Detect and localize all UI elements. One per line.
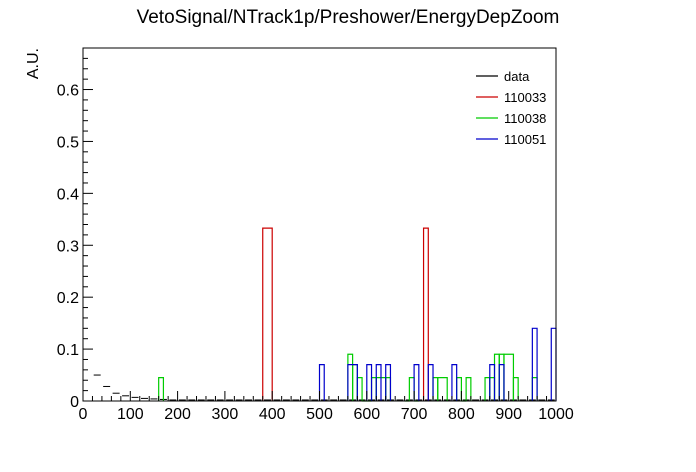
bar-110038-18: [489, 377, 496, 401]
bar-110038-0: [158, 377, 165, 401]
y-tick-label: 0.6: [57, 83, 79, 100]
x-tick-label: 800: [448, 406, 475, 423]
legend-entry-data: data: [504, 69, 530, 84]
legend: data 110033 110038 110051: [476, 69, 546, 147]
x-tick-label: 300: [212, 406, 239, 423]
x-tick-label: 100: [117, 406, 144, 423]
bar-110051-8: [489, 364, 496, 401]
bar-110051-1: [347, 364, 358, 401]
bar-110038-1: [347, 353, 354, 401]
x-tick-label: 200: [164, 406, 191, 423]
bar-110038-8: [385, 377, 392, 401]
bar-110038-22: [512, 377, 519, 401]
y-tick-label: 0.3: [57, 238, 79, 255]
legend-entry-110038: 110038: [504, 111, 546, 126]
bar-110051-0: [318, 364, 325, 401]
plot-frame: [82, 47, 557, 402]
bar-110038-14: [456, 377, 462, 401]
bar-110038-3: [356, 377, 363, 401]
legend-entry-110033: 110033: [504, 90, 546, 105]
bar-110051-9: [498, 364, 505, 401]
bar-110051-2: [366, 364, 373, 401]
x-tick-label: 900: [495, 406, 522, 423]
x-tick-label: 600: [353, 406, 380, 423]
legend-entry-110051: 110051: [504, 132, 546, 147]
chart-title: VetoSignal/NTrack1p/Preshower/EnergyDepZ…: [137, 7, 560, 28]
bar-110051-3: [375, 364, 382, 401]
bar-110051-7: [451, 364, 458, 401]
bar-110038-12: [432, 377, 439, 401]
bar-110051-5: [413, 364, 420, 401]
x-tick-label: 0: [79, 406, 88, 423]
y-axis-label: A.U.: [25, 48, 42, 79]
bar-110033-1: [422, 227, 429, 401]
bar-110051-6: [427, 364, 434, 401]
plot-area: [93, 227, 557, 402]
bar-110038-6: [370, 377, 377, 401]
x-tick-label: 700: [401, 406, 428, 423]
bar-110038-23: [531, 377, 538, 401]
x-tick-label: 400: [259, 406, 286, 423]
bar-110038-20: [498, 353, 505, 401]
bar-110051-10: [531, 327, 538, 401]
bar-110038-16: [465, 377, 472, 401]
bar-110038-10: [408, 377, 415, 401]
x-tick-label: 1000: [538, 406, 574, 423]
y-tick-label: 0.1: [57, 342, 79, 359]
axes: 0 100 200 300 400 500 600 700 800 900 1000 0 0.1 0.2 0…: [57, 47, 574, 423]
y-tick-label: 0.4: [57, 186, 79, 203]
y-tick-label: 0.2: [57, 290, 79, 307]
bar-110051-4: [385, 364, 392, 401]
bar-110038-13: [437, 377, 448, 401]
bar-110033-0: [262, 227, 273, 401]
bar-110038-19: [493, 353, 500, 401]
y-tick-label: 0.5: [57, 134, 79, 151]
x-tick-label: 500: [306, 406, 333, 423]
bar-110038-2: [352, 364, 358, 401]
y-tick-label: 0: [70, 394, 79, 411]
bar-110038-17: [484, 377, 491, 401]
bar-110051-11: [550, 327, 557, 401]
